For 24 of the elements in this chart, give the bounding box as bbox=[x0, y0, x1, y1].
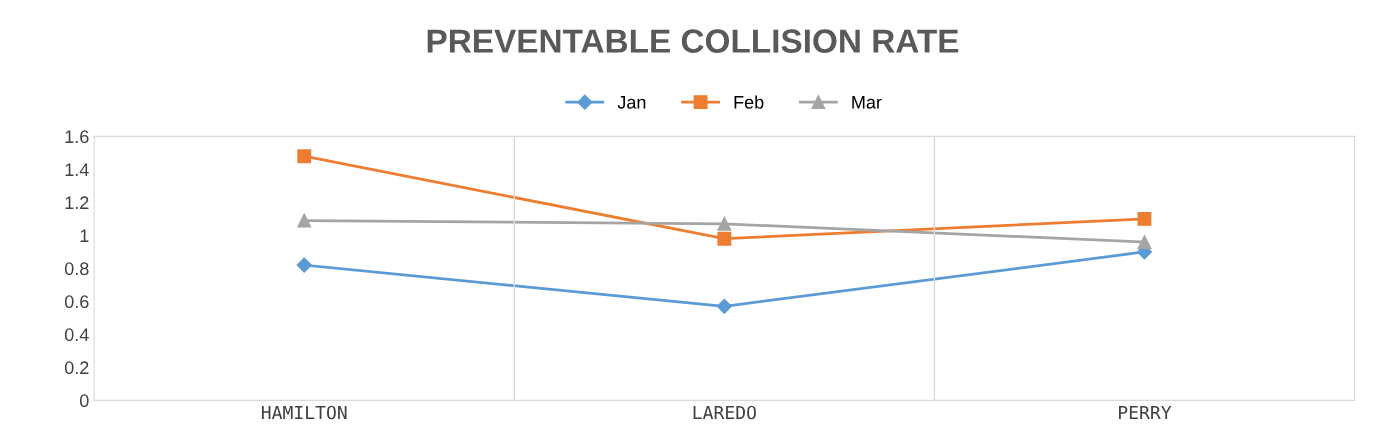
y-tick-label: 0 bbox=[79, 394, 89, 408]
point bbox=[717, 216, 732, 231]
chart-title: PREVENTABLE COLLISION RATE bbox=[427, 29, 959, 53]
x-tick-label: LAREDO bbox=[693, 405, 756, 420]
legend-label: Jan bbox=[617, 96, 646, 109]
legend-label: Feb bbox=[734, 95, 764, 109]
point bbox=[297, 213, 312, 228]
y-tick-label: 1.6 bbox=[65, 130, 89, 144]
y-tick-label: 0.8 bbox=[64, 262, 89, 276]
point bbox=[296, 257, 312, 273]
y-tick-label: 0.4 bbox=[64, 328, 89, 342]
y-tick-label: 1.4 bbox=[65, 163, 89, 176]
x-tick-label: HAMILTON bbox=[261, 405, 347, 420]
point bbox=[297, 149, 312, 164]
x-tick-label: PERRY bbox=[1119, 405, 1172, 420]
point bbox=[716, 298, 732, 314]
y-tick-label: 1 bbox=[80, 229, 89, 242]
point bbox=[1137, 211, 1152, 226]
y-tick-label: 0.2 bbox=[64, 361, 89, 375]
y-tick-label: 0.6 bbox=[64, 295, 89, 309]
point bbox=[1137, 235, 1152, 249]
y-tick-label: 1.2 bbox=[65, 196, 89, 209]
point bbox=[717, 231, 732, 246]
legend-label: Mar bbox=[852, 96, 882, 109]
